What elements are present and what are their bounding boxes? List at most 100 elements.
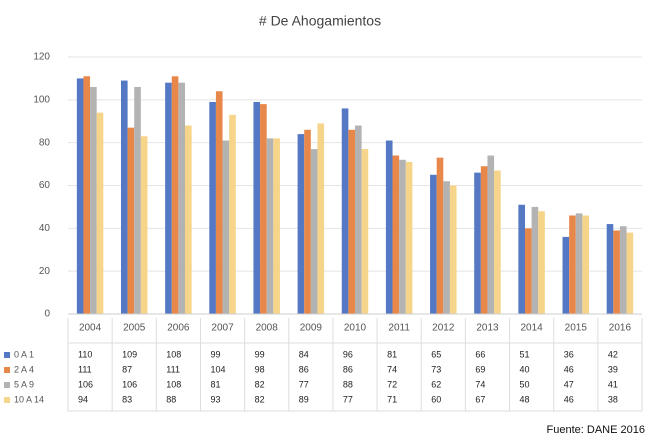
table-cell: 106 [78,379,93,389]
bar [266,138,274,314]
bar [474,172,481,314]
x-tick-label: 2015 [565,323,588,334]
bar [171,76,179,315]
x-tick-label: 2011 [388,323,410,334]
bar [355,125,362,315]
bar [120,80,128,314]
table-cell: 46 [564,364,574,374]
bar [606,224,614,314]
bar [185,125,192,315]
table-cell: 38 [608,394,618,404]
bar [317,123,325,315]
legend-label: 0 A 1 [14,349,34,359]
y-tick-label: 100 [33,94,50,105]
bar [361,149,369,314]
legend-label: 2 A 4 [14,364,34,374]
table-cell: 74 [387,364,397,374]
bar [341,108,349,315]
chart-title: # De Ahogamientos [259,13,381,29]
bar [392,155,400,314]
legend-label: 10 A 14 [14,394,44,404]
y-tick-label: 0 [44,309,50,320]
table-cell: 67 [475,394,485,404]
y-tick-label: 60 [39,180,51,191]
table-cell: 71 [387,394,397,404]
bar [405,161,413,314]
table-cell: 106 [122,379,137,389]
bar [619,226,627,314]
table-cell: 65 [431,349,441,359]
table-cell: 47 [564,379,574,389]
bar [494,170,501,314]
y-tick-label: 120 [33,52,50,63]
bar [310,149,318,314]
bar [134,86,141,314]
table-cell: 109 [122,349,137,359]
table-cell: 84 [299,349,309,359]
bar [443,181,450,314]
bar [399,159,406,314]
table-cell: 104 [210,364,225,374]
legend-label: 5 A 9 [14,379,34,389]
bar [127,127,135,314]
bar [385,140,393,314]
bar [304,129,311,314]
table-cell: 111 [78,364,92,374]
bar [260,104,267,314]
table-cell: 94 [78,394,88,404]
bar [96,112,104,314]
table-cell: 77 [299,379,309,389]
table-cell: 81 [387,349,397,359]
bar [90,86,97,314]
bar [348,129,355,314]
table-cell: 48 [520,394,530,404]
table-cell: 99 [210,349,220,359]
table-cell: 74 [475,379,485,389]
y-tick-label: 20 [39,266,51,277]
table-cell: 50 [520,379,530,389]
bar [449,185,457,314]
table-cell: 39 [608,364,618,374]
legend-swatch [4,382,10,388]
table-cell: 42 [608,349,618,359]
x-tick-label: 2008 [256,323,279,334]
table-cell: 87 [122,364,132,374]
table-cell: 82 [255,379,265,389]
bar [538,211,545,314]
table-cell: 66 [475,349,485,359]
table-cell: 40 [520,364,530,374]
bar [487,155,495,314]
x-tick-label: 2005 [123,323,146,334]
y-tick-label: 80 [39,137,51,148]
table-cell: 88 [166,394,176,404]
table-cell: 108 [166,349,181,359]
bar [215,91,223,315]
table-cell: 98 [255,364,265,374]
x-tick-label: 2009 [300,323,323,334]
bar [222,140,230,314]
table-cell: 77 [343,394,353,404]
x-tick-label: 2007 [211,323,234,334]
table-cell: 51 [520,349,530,359]
bar [140,136,148,314]
bar [569,215,576,314]
x-tick-label: 2006 [167,323,190,334]
table-cell: 73 [431,364,441,374]
x-tick-label: 2004 [79,323,102,334]
x-tick-label: 2016 [609,323,632,334]
table-cell: 36 [564,349,574,359]
table-cell: 89 [299,394,309,404]
table-cell: 60 [431,394,441,404]
table-border [67,342,643,412]
table-cell: 93 [210,394,220,404]
bar [518,204,525,314]
bar [613,230,620,314]
y-tick-label: 40 [39,223,51,234]
x-tick-label: 2010 [344,323,367,334]
bar [297,134,305,314]
bar [531,206,539,314]
table-cell: 110 [78,349,92,359]
table-cell: 82 [255,394,265,404]
legend-swatch [4,367,10,373]
